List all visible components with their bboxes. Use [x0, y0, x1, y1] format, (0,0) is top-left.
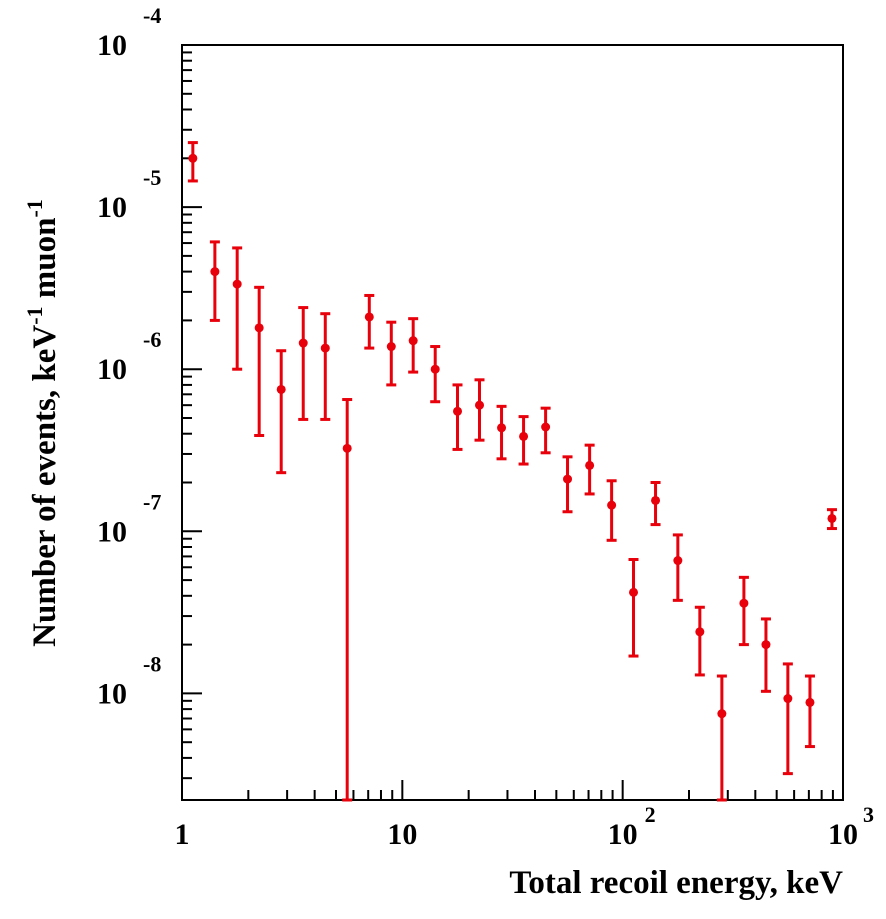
point-marker [188, 153, 198, 163]
data-point [562, 455, 573, 514]
point-marker [541, 422, 551, 432]
point-marker [232, 279, 242, 289]
point-marker [783, 694, 793, 704]
y-tick-label: 10 [97, 191, 127, 224]
plot-border [181, 44, 844, 801]
point-marker [717, 709, 727, 719]
data-point [540, 406, 551, 455]
data-point [716, 674, 727, 802]
data-point [650, 481, 661, 527]
data-point [298, 306, 309, 421]
y-axis-title-main: Number of events, keV [27, 325, 63, 647]
data-point [276, 349, 287, 475]
y-tick-label-exponent: -5 [143, 165, 161, 190]
y-tick-label: 10 [97, 515, 127, 548]
point-marker [673, 556, 683, 566]
data-point [584, 443, 595, 496]
data-point [496, 404, 507, 461]
y-axis-title-mid: muon [27, 218, 63, 307]
point-marker [210, 267, 220, 277]
data-point [474, 378, 485, 442]
y-tick-label-exponent: -8 [143, 651, 161, 676]
x-tick-label: 10 [828, 818, 858, 851]
point-marker [453, 406, 463, 416]
data-point [804, 674, 815, 749]
x-tick-label: 10 [608, 818, 638, 851]
y-tick-label-exponent: -4 [143, 3, 161, 28]
point-marker [695, 627, 705, 637]
point-marker [585, 460, 595, 470]
point-marker [629, 587, 639, 597]
y-tick-label-exponent: -6 [143, 327, 161, 352]
point-marker [408, 336, 418, 346]
y-axis-title: Number of events, keV-1 muon-1 [22, 199, 63, 647]
data-point [782, 662, 793, 776]
data-points [187, 141, 837, 802]
point-marker [761, 640, 771, 650]
y-tick-label: 10 [97, 353, 127, 386]
point-marker [342, 443, 352, 453]
x-tick-label-exponent: 3 [863, 802, 874, 827]
axis-ticks [181, 44, 844, 800]
data-point [760, 617, 771, 693]
data-point [364, 293, 375, 350]
data-point [320, 312, 331, 421]
y-tick-label: 10 [97, 677, 127, 710]
point-marker [739, 598, 749, 608]
point-marker [254, 323, 264, 333]
y-tick-labels: 10 -4 10 -5 10 -6 10 -7 10 -8 [97, 3, 161, 710]
point-marker [276, 384, 286, 394]
point-marker [805, 697, 815, 707]
data-point [452, 383, 463, 451]
data-point [209, 240, 220, 322]
data-point [518, 415, 529, 466]
data-point [430, 345, 441, 404]
y-tick-label-exponent: -7 [143, 489, 161, 514]
data-point [694, 605, 705, 677]
point-marker [651, 495, 661, 505]
point-marker [607, 500, 617, 510]
point-marker [386, 342, 396, 352]
x-tick-label: 1 [175, 818, 190, 851]
data-point [606, 479, 617, 542]
data-point [826, 508, 837, 531]
y-axis-title-sup-1: -1 [22, 306, 47, 324]
data-point [738, 575, 749, 647]
point-marker [519, 431, 529, 441]
point-marker [563, 474, 573, 484]
plot-frame [181, 44, 844, 801]
data-point [232, 246, 243, 371]
point-marker [320, 343, 330, 353]
x-tick-label: 10 [387, 818, 417, 851]
point-marker [475, 400, 485, 410]
data-point [408, 317, 419, 374]
data-point [628, 557, 639, 658]
data-point [386, 320, 397, 387]
data-point [187, 141, 198, 183]
y-tick-label: 10 [97, 29, 127, 62]
point-marker [827, 513, 837, 523]
x-axis-title: Total recoil energy, keV [509, 865, 843, 901]
point-marker [430, 364, 440, 374]
point-marker [298, 338, 308, 348]
y-axis-title-sup-2: -1 [22, 199, 47, 217]
data-point [672, 533, 683, 602]
x-tick-label-exponent: 2 [645, 802, 656, 827]
data-point [342, 398, 353, 802]
data-point [254, 285, 265, 437]
point-marker [497, 423, 507, 433]
point-marker [364, 312, 374, 322]
